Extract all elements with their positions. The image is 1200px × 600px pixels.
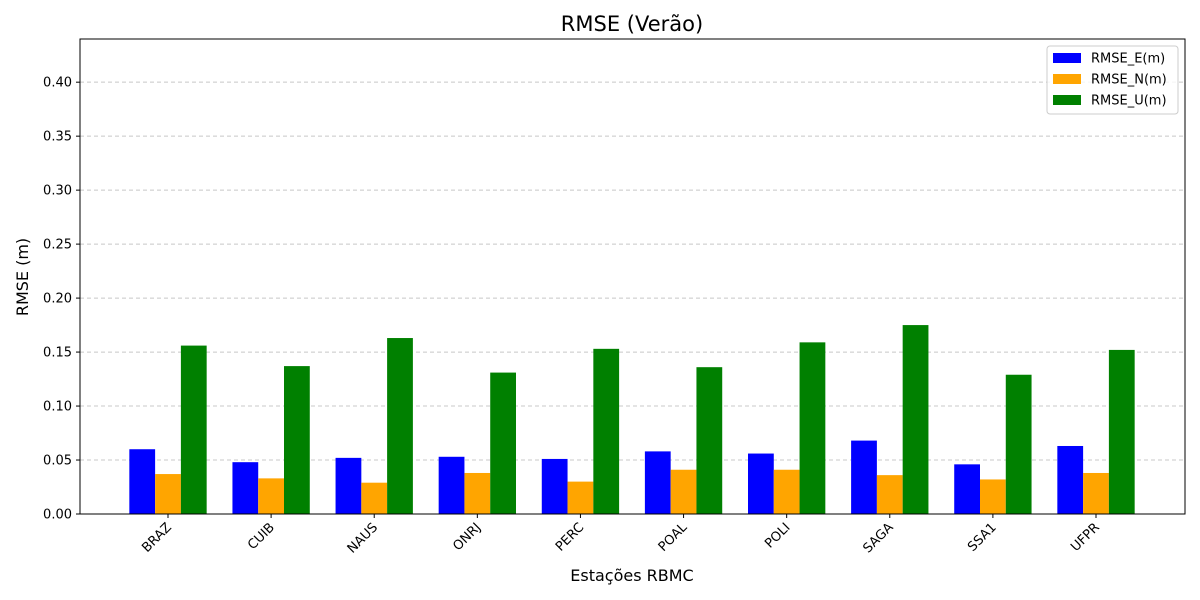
x-tick-label: POLI bbox=[762, 520, 793, 551]
bar-rmseem-perc bbox=[541, 458, 568, 514]
bar-rmseem-naus bbox=[335, 457, 362, 514]
bar-rmseum-saga bbox=[902, 325, 929, 514]
legend: RMSE_E(m) RMSE_N(m) RMSE_U(m) bbox=[1046, 45, 1179, 115]
bar-rmseem-poli bbox=[748, 453, 774, 514]
y-tick-label: 0.30 bbox=[43, 184, 72, 199]
bar-rmseem-ssa1 bbox=[954, 464, 980, 514]
x-tick-label: BRAZ bbox=[139, 520, 175, 556]
bars-group bbox=[129, 325, 1135, 514]
y-tick-label: 0.40 bbox=[43, 76, 72, 91]
bar-rmsenm-onrj bbox=[464, 472, 491, 514]
y-tick-label: 0.15 bbox=[43, 346, 72, 361]
bar-rmsenm-poal bbox=[670, 469, 697, 514]
y-tick-label: 0.20 bbox=[43, 292, 72, 307]
legend-label: RMSE_U(m) bbox=[1091, 94, 1167, 109]
bar-rmseem-cuib bbox=[232, 462, 259, 514]
y-tick-label: 0.10 bbox=[43, 400, 72, 415]
x-tick-label: SAGA bbox=[860, 520, 896, 556]
legend-swatch bbox=[1053, 74, 1081, 84]
bar-rmsenm-saga bbox=[876, 475, 903, 514]
bar-rmsenm-ssa1 bbox=[980, 479, 1006, 514]
bar-rmseem-saga bbox=[851, 440, 877, 514]
bar-rmseum-poli bbox=[799, 342, 826, 514]
x-tick-label: ONRJ bbox=[450, 520, 484, 554]
x-axis-ticks: BRAZ CUIB NAUS ONRJ PERC POAL POLI SAGA SSA1 UFPR bbox=[139, 514, 1103, 557]
y-tick-label: 0.05 bbox=[43, 454, 72, 469]
grid-lines bbox=[80, 81, 1185, 461]
x-tick-label: PERC bbox=[553, 520, 587, 554]
y-axis-ticks: 0.00 0.05 0.10 0.15 0.20 0.25 0.30 0.35 0.40 bbox=[43, 76, 80, 523]
bar-rmseem-braz bbox=[129, 449, 156, 514]
chart-title: RMSE (Verão) bbox=[561, 12, 703, 36]
plot-frame bbox=[79, 38, 1186, 515]
legend-label: RMSE_E(m) bbox=[1091, 52, 1165, 67]
bar-rmsenm-braz bbox=[155, 474, 181, 514]
x-tick-label: SSA1 bbox=[965, 520, 1000, 555]
bar-rmsenm-poli bbox=[773, 469, 800, 514]
bar-rmseem-poal bbox=[644, 451, 671, 514]
bar-rmseum-ufpr bbox=[1108, 349, 1135, 514]
bar-rmseum-cuib bbox=[284, 366, 310, 514]
x-tick-label: POAL bbox=[656, 520, 691, 555]
y-tick-label: 0.35 bbox=[43, 130, 72, 145]
x-axis-label: Estações RBMC bbox=[570, 566, 693, 585]
bar-rmseum-ssa1 bbox=[1005, 374, 1032, 514]
x-tick-label: UFPR bbox=[1068, 520, 1103, 555]
bar-rmseum-poal bbox=[696, 367, 723, 514]
legend-swatch bbox=[1053, 95, 1081, 105]
legend-swatch bbox=[1053, 53, 1081, 63]
x-tick-label: CUIB bbox=[245, 520, 278, 553]
bar-rmseem-onrj bbox=[438, 456, 465, 514]
bar-rmseem-ufpr bbox=[1057, 445, 1084, 514]
bar-rmsenm-perc bbox=[567, 481, 594, 514]
legend-label: RMSE_N(m) bbox=[1091, 73, 1167, 88]
bar-rmseum-perc bbox=[593, 348, 620, 514]
bar-rmsenm-cuib bbox=[258, 478, 284, 514]
y-tick-label: 0.25 bbox=[43, 238, 72, 253]
bar-rmseum-onrj bbox=[490, 372, 516, 514]
bar-rmseum-naus bbox=[387, 338, 413, 514]
bar-rmsenm-ufpr bbox=[1083, 472, 1109, 514]
x-tick-label: NAUS bbox=[345, 520, 381, 556]
bar-rmsenm-naus bbox=[361, 482, 388, 514]
y-axis-label: RMSE (m) bbox=[13, 238, 32, 316]
y-tick-label: 0.00 bbox=[43, 508, 72, 523]
bar-rmseum-braz bbox=[180, 345, 207, 514]
